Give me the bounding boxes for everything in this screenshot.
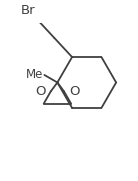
Text: O: O [69, 85, 79, 98]
Text: Br: Br [21, 4, 36, 17]
Text: O: O [35, 85, 46, 98]
Text: Me: Me [26, 68, 43, 81]
